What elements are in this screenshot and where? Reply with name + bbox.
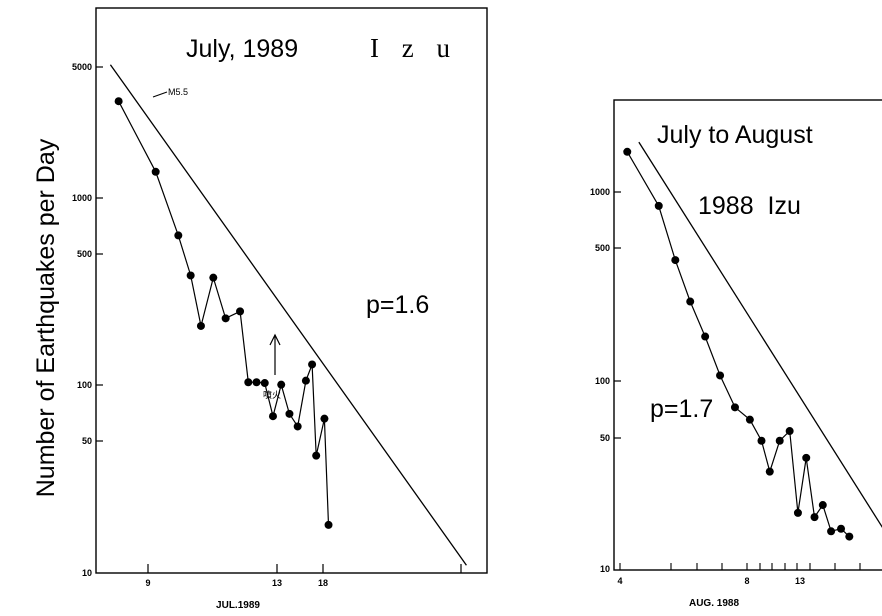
right-data-point <box>810 513 819 522</box>
left-xtick-marks <box>147 564 462 573</box>
right-data-point <box>818 501 827 510</box>
left-data-point <box>277 380 286 389</box>
right-data-point <box>686 297 695 306</box>
right-chart: 1000 500 100 50 10 4 8 13 AUG. 1 <box>590 99 882 609</box>
right-ytick-label: 1000 <box>590 187 610 197</box>
right-data-point <box>765 467 774 476</box>
eruption-arrow <box>269 333 281 375</box>
left-fit-line <box>109 64 467 566</box>
left-ytick-label: 50 <box>82 436 92 446</box>
left-data-point <box>236 307 245 316</box>
right-series <box>623 147 854 541</box>
right-xtick-marks <box>619 563 861 570</box>
left-xtick-label: 13 <box>272 578 282 588</box>
left-fit-line-group <box>109 64 467 566</box>
left-data-point <box>312 451 321 460</box>
right-data-point <box>785 427 794 436</box>
right-data-point <box>623 147 632 156</box>
left-ytick-label: 1000 <box>72 193 92 203</box>
left-xtick-label: 9 <box>145 578 150 588</box>
left-data-point <box>301 376 310 385</box>
left-ytick-label: 100 <box>77 380 92 390</box>
left-ytick-label: 5000 <box>72 62 92 72</box>
left-data-point <box>320 414 329 423</box>
right-p-value: p=1.7 <box>650 395 713 423</box>
left-data-point <box>114 97 123 106</box>
left-data-point <box>244 378 253 387</box>
left-data-point <box>209 273 218 282</box>
right-xtick-label: 13 <box>795 576 805 586</box>
right-data-point <box>837 524 846 533</box>
left-xtick-label: 18 <box>318 578 328 588</box>
left-chart: 5000 1000 500 100 50 10 9 13 18 JUL.1989… <box>72 7 488 611</box>
right-data-point <box>757 436 766 445</box>
left-data-point <box>260 379 269 388</box>
right-data-point <box>775 436 784 445</box>
right-xtick-label: 4 <box>617 576 622 586</box>
right-data-point <box>793 508 802 517</box>
left-data-point <box>196 321 205 330</box>
right-ytick-label: 50 <box>600 433 610 443</box>
right-ytick-label: 500 <box>595 243 610 253</box>
right-fit-line-group <box>638 141 882 528</box>
right-data-point <box>701 332 710 341</box>
right-ytick-label: 100 <box>595 376 610 386</box>
left-data-point <box>285 409 294 418</box>
left-data-point <box>221 314 230 323</box>
left-p-value: p=1.6 <box>366 291 429 319</box>
left-data-point <box>268 412 277 421</box>
left-ytick-label: 10 <box>82 568 92 578</box>
y-axis-label: Number of Earthquakes per Day <box>32 138 60 497</box>
right-fit-line <box>638 141 882 528</box>
left-data-point <box>174 231 183 240</box>
right-data-point <box>671 256 680 265</box>
magnitude-label: M5.5 <box>168 87 188 97</box>
right-data-point <box>845 532 854 541</box>
left-title-line2: I z u <box>370 33 458 63</box>
left-x-axis-label: JUL.1989 <box>216 600 260 611</box>
right-data-point <box>827 527 836 536</box>
right-data-point <box>716 371 725 380</box>
left-data-point <box>151 167 160 176</box>
right-plot-frame <box>613 99 882 571</box>
right-xtick-label: 8 <box>744 576 749 586</box>
right-ytick-marks <box>614 191 621 439</box>
left-series <box>114 97 333 529</box>
right-title-line2: 1988 Izu <box>698 192 801 220</box>
magnitude-leader <box>152 91 168 98</box>
left-data-point <box>324 520 333 529</box>
left-plot-frame <box>95 7 488 574</box>
right-title-line1: July to August <box>657 121 813 149</box>
right-data-point <box>802 453 811 462</box>
right-x-axis-label: AUG. 1988 <box>689 598 739 609</box>
eruption-label: 噴火 <box>263 389 281 400</box>
right-data-point <box>745 415 754 424</box>
left-ytick-marks <box>96 66 103 442</box>
left-data-point <box>252 378 261 387</box>
left-series-line <box>118 100 330 525</box>
right-data-point <box>654 201 663 210</box>
left-data-point <box>293 422 302 431</box>
left-data-point <box>186 271 195 280</box>
left-title-line1: July, 1989 <box>186 35 298 63</box>
left-data-point <box>308 360 317 369</box>
left-ytick-label: 500 <box>77 249 92 259</box>
right-data-point <box>730 403 739 412</box>
right-ytick-label: 10 <box>600 564 610 574</box>
